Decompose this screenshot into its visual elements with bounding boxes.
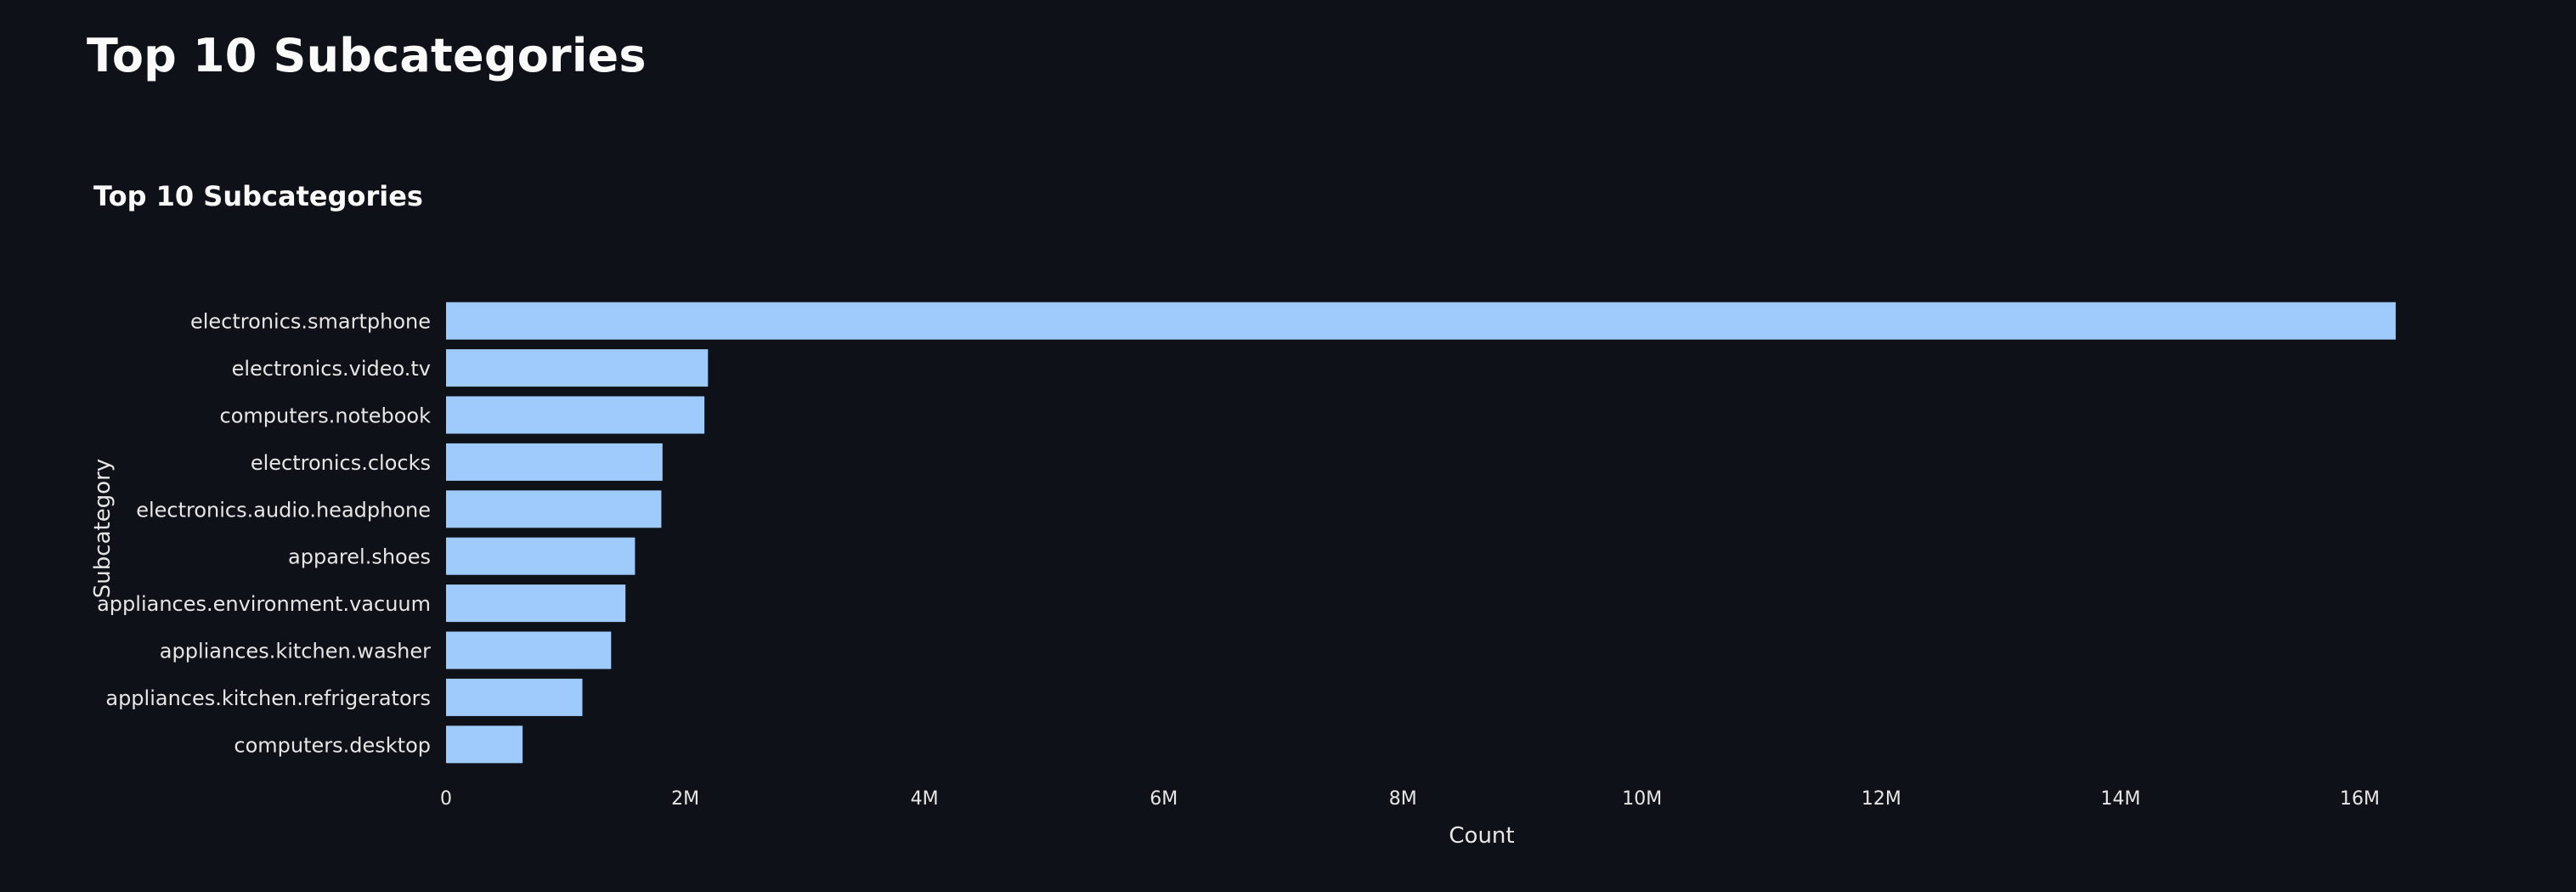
bar[interactable] [446,725,523,764]
page-title: Top 10 Subcategories [87,29,647,82]
chart-title: Top 10 Subcategories [93,180,423,212]
bar[interactable] [446,584,626,623]
x-tick-label: 12M [1861,788,1901,810]
bar[interactable] [446,349,709,387]
y-tick-label: computers.notebook [220,404,432,428]
bar[interactable] [446,302,2396,340]
y-axis-label: Subcategory [90,459,116,598]
y-tick-label: electronics.audio.headphone [136,498,431,522]
bar[interactable] [446,537,636,575]
y-tick-label: electronics.clocks [251,451,431,475]
bar[interactable] [446,396,705,434]
y-tick-labels-group: electronics.smartphone electronics.video.… [97,310,431,758]
bar[interactable] [446,443,663,481]
y-tick-label: electronics.smartphone [190,310,431,334]
x-axis-label: Count [1449,823,1514,849]
bar[interactable] [446,678,583,716]
y-axis-label-group: Subcategory [90,459,116,598]
y-tick-label: appliances.environment.vacuum [97,592,431,616]
y-tick-label: computers.desktop [234,733,431,757]
x-tick-label: 2M [671,788,699,810]
x-tick-label: 6M [1150,788,1178,810]
y-tick-label: electronics.video.tv [232,357,431,381]
x-tick-label: 8M [1389,788,1417,810]
x-tick-label: 16M [2340,788,2380,810]
y-tick-label: appliances.kitchen.washer [160,640,431,663]
bar[interactable] [446,490,662,528]
x-tick-label: 14M [2101,788,2141,810]
bar[interactable] [446,631,612,669]
y-tick-label: appliances.kitchen.refrigerators [105,686,431,710]
x-tick-label: 10M [1622,788,1662,810]
x-tick-label: 0 [440,788,452,810]
x-tick-labels-group: 0 2M 4M 6M 8M 10M 12M 14M 16M [440,788,2380,810]
y-tick-label: apparel.shoes [288,545,431,569]
bars-group [446,302,2396,764]
x-tick-label: 4M [911,788,939,810]
